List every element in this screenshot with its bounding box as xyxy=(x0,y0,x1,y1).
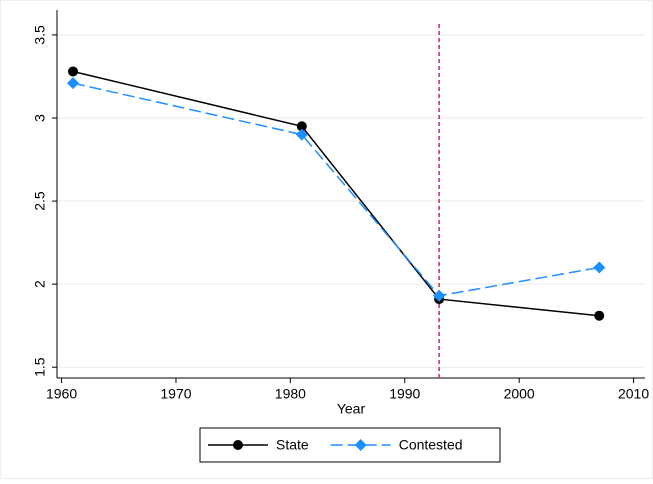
y-tick-label: 2.5 xyxy=(32,191,48,211)
y-tick-label: 2 xyxy=(32,280,48,288)
x-tick-label: 1980 xyxy=(275,386,306,402)
y-tick-label: 1.5 xyxy=(32,357,48,377)
y-tick-label: 3 xyxy=(32,114,48,122)
data-point xyxy=(594,310,605,321)
plot-area xyxy=(57,10,645,378)
data-point xyxy=(67,77,80,90)
x-tick-label: 2010 xyxy=(618,386,649,402)
data-point xyxy=(296,121,307,132)
data-point xyxy=(68,66,79,77)
data-point xyxy=(593,261,606,274)
y-tick-label: 3.5 xyxy=(32,25,48,45)
legend-label: Contested xyxy=(399,437,463,453)
x-tick-label: 1990 xyxy=(389,386,420,402)
x-tick-label: 1970 xyxy=(160,386,191,402)
x-tick-label: 2000 xyxy=(504,386,535,402)
legend-label: State xyxy=(276,437,309,453)
x-tick-label: 1960 xyxy=(46,386,77,402)
series-line xyxy=(72,82,600,297)
data-point xyxy=(433,289,446,302)
series-line xyxy=(72,70,600,317)
legend: State Contested xyxy=(199,427,501,463)
data-point xyxy=(295,128,308,141)
legend-marker xyxy=(354,439,367,451)
legend-marker xyxy=(233,440,243,450)
x-axis-label: Year xyxy=(337,401,366,417)
